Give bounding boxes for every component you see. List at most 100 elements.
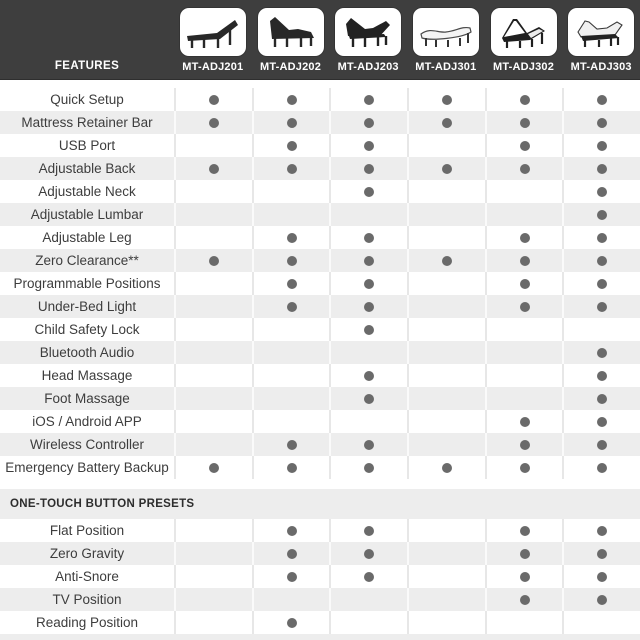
feature-value-cell bbox=[484, 180, 563, 203]
included-dot bbox=[519, 548, 530, 559]
feature-value-cell bbox=[562, 410, 640, 433]
included-dot bbox=[441, 255, 452, 266]
bed-image-tile bbox=[257, 8, 324, 56]
feature-label: USB Port bbox=[58, 138, 116, 153]
feature-value-cell bbox=[484, 318, 563, 341]
included-dot bbox=[364, 278, 375, 289]
table-header: FEATURES MT-ADJ201 bbox=[0, 0, 640, 80]
feature-value-cell bbox=[484, 272, 563, 295]
feature-value-cell bbox=[251, 588, 330, 611]
bed-image-tile bbox=[335, 8, 402, 56]
feature-value-cell bbox=[174, 410, 252, 433]
feature-label: Programmable Positions bbox=[13, 276, 161, 291]
feature-value-cell bbox=[484, 341, 563, 364]
included-dot bbox=[208, 462, 219, 473]
feature-rows: Quick Setup Mattress Retainer Bar USB Port… bbox=[0, 88, 640, 479]
feature-value-cell bbox=[562, 387, 640, 410]
comparison-row: Foot Massage bbox=[0, 387, 640, 410]
included-dot bbox=[597, 186, 608, 197]
comparison-row: Adjustable Lumbar bbox=[0, 203, 640, 226]
comparison-row: Programmable Positions bbox=[0, 272, 640, 295]
feature-value-cell bbox=[174, 226, 252, 249]
included-dot bbox=[364, 186, 375, 197]
feature-value-cell bbox=[407, 519, 485, 542]
feature-value-cell bbox=[251, 226, 330, 249]
included-dot bbox=[441, 163, 452, 174]
included-dot bbox=[208, 117, 219, 128]
model-name: MT-ADJ301 bbox=[415, 61, 477, 73]
included-dot bbox=[364, 393, 375, 404]
included-dot bbox=[519, 117, 530, 128]
feature-value-cell bbox=[329, 364, 407, 387]
feature-value-cell bbox=[562, 249, 640, 272]
feature-value-cell bbox=[484, 88, 563, 111]
feature-value-cell bbox=[562, 433, 640, 456]
feature-value-cell bbox=[174, 542, 252, 565]
feature-value-cell bbox=[407, 272, 485, 295]
comparison-row: Wireless Controller bbox=[0, 433, 640, 456]
included-dot bbox=[519, 416, 530, 427]
bed-flat-head-raised-icon bbox=[186, 20, 238, 48]
included-dot bbox=[597, 525, 608, 536]
included-dot bbox=[286, 140, 297, 151]
comparison-row: Zero Gravity bbox=[0, 542, 640, 565]
feature-value-cell bbox=[562, 226, 640, 249]
feature-value-cell bbox=[329, 295, 407, 318]
feature-value-cell bbox=[251, 88, 330, 111]
feature-label: Flat Position bbox=[49, 523, 125, 538]
comparison-row: Mattress Retainer Bar bbox=[0, 111, 640, 134]
feature-value-cell bbox=[251, 157, 330, 180]
feature-value-cell bbox=[484, 249, 563, 272]
feature-value-cell bbox=[329, 318, 407, 341]
feature-value-cell bbox=[562, 611, 640, 634]
feature-label: Foot Massage bbox=[44, 391, 130, 406]
feature-value-cell bbox=[407, 318, 485, 341]
feature-label: Adjustable Back bbox=[38, 161, 136, 176]
feature-value-cell bbox=[329, 88, 407, 111]
feature-label: iOS / Android APP bbox=[32, 414, 142, 429]
comparison-row: Anti-Snore bbox=[0, 565, 640, 588]
feature-label: Adjustable Neck bbox=[38, 184, 136, 199]
feature-value-cell bbox=[251, 410, 330, 433]
included-dot bbox=[597, 163, 608, 174]
included-dot bbox=[286, 232, 297, 243]
included-dot bbox=[597, 439, 608, 450]
feature-value-cell bbox=[407, 433, 485, 456]
feature-value-cell bbox=[562, 295, 640, 318]
preset-rows: Flat Position Zero Gravity Anti-Snore TV Po… bbox=[0, 519, 640, 634]
feature-value-cell bbox=[407, 295, 485, 318]
feature-value-cell bbox=[329, 249, 407, 272]
included-dot bbox=[597, 347, 608, 358]
feature-value-cell bbox=[174, 341, 252, 364]
feature-value-cell bbox=[484, 456, 563, 479]
comparison-row: Reading Position bbox=[0, 611, 640, 634]
included-dot bbox=[286, 548, 297, 559]
included-dot bbox=[519, 140, 530, 151]
comparison-row: Child Safety Lock bbox=[0, 318, 640, 341]
feature-label: Anti-Snore bbox=[55, 569, 119, 584]
feature-value-cell bbox=[251, 387, 330, 410]
included-dot bbox=[519, 439, 530, 450]
feature-value-cell bbox=[329, 410, 407, 433]
feature-value-cell bbox=[174, 364, 252, 387]
model-column-adj302: MT-ADJ302 bbox=[485, 0, 563, 79]
included-dot bbox=[208, 94, 219, 105]
feature-value-cell bbox=[484, 295, 563, 318]
feature-value-cell bbox=[407, 203, 485, 226]
section-header-row: ONE-TOUCH BUTTON PRESETS bbox=[0, 489, 640, 519]
section-gap bbox=[0, 479, 640, 489]
included-dot bbox=[286, 617, 297, 628]
feature-value-cell bbox=[407, 410, 485, 433]
feature-value-cell bbox=[562, 318, 640, 341]
feature-value-cell bbox=[562, 341, 640, 364]
feature-label: Emergency Battery Backup bbox=[5, 460, 169, 475]
included-dot bbox=[441, 462, 452, 473]
model-column-adj201: MT-ADJ201 bbox=[174, 0, 252, 79]
features-heading: FEATURES bbox=[54, 60, 120, 72]
feature-value-cell bbox=[407, 111, 485, 134]
feature-value-cell bbox=[174, 88, 252, 111]
included-dot bbox=[364, 255, 375, 266]
feature-value-cell bbox=[562, 456, 640, 479]
bed-image-tile bbox=[412, 8, 479, 56]
included-dot bbox=[364, 94, 375, 105]
